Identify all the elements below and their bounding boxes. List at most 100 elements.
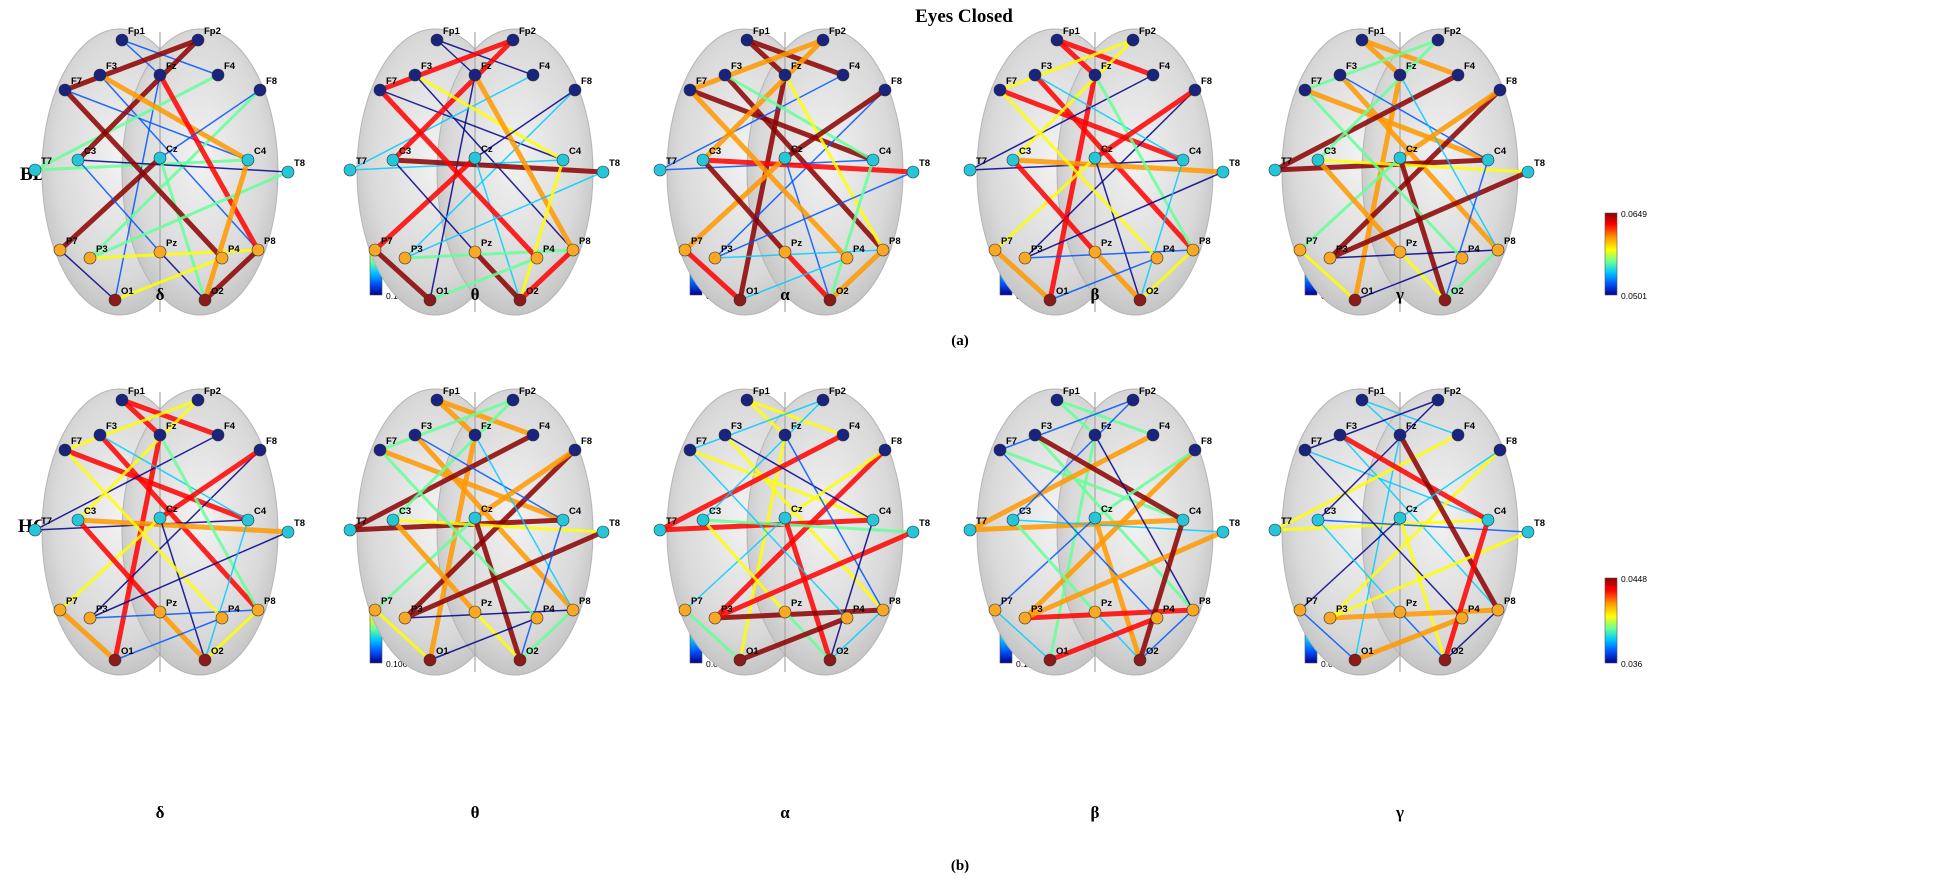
connection-edge: [999, 87, 1184, 163]
electrode-node: [1451, 428, 1465, 442]
connection-edge: [114, 256, 223, 302]
electrode-node: [566, 603, 580, 617]
connection-edge: [121, 39, 219, 76]
electrode-node: [733, 293, 747, 307]
connection-edge: [472, 73, 576, 252]
connection-edge: [999, 38, 1134, 92]
connection-edge: [76, 38, 200, 162]
electrode-label: Fz: [166, 421, 177, 432]
connection-edge: [782, 517, 833, 661]
connection-edge: [1033, 432, 1185, 523]
electrode-node: [28, 163, 42, 177]
panel-1-3: Fp1 Fp2 F7 F3 Fz F4 F8 T7 C3 Cz C4 T8 P7 P3 Pz P4 P8 O1 O2…: [963, 386, 1347, 822]
connection-edge: [1093, 87, 1197, 161]
electrode-node: [1393, 605, 1407, 619]
connection-edge: [784, 157, 831, 301]
connection-edge: [968, 432, 1155, 533]
connection-edge: [519, 519, 564, 661]
electrode-label: Cz: [791, 144, 803, 155]
electrode-node: [1348, 653, 1362, 667]
connection-edge: [404, 609, 574, 619]
electrode-node: [1126, 393, 1140, 407]
connection-edge: [702, 157, 914, 175]
electrode-node: [468, 151, 482, 165]
electrode-label: F8: [891, 76, 902, 87]
connection-edge: [714, 171, 914, 259]
electrode-node: [683, 83, 697, 97]
electrode-label: C3: [399, 506, 411, 517]
electrode-node: [1186, 243, 1200, 257]
connection-edge: [1329, 169, 1529, 261]
electrode-label: P8: [579, 236, 591, 247]
electrode-label: P8: [1199, 236, 1211, 247]
electrode-label: F3: [106, 61, 117, 72]
electrode-node: [1216, 525, 1230, 539]
electrode-node: [1043, 653, 1057, 667]
electrode-label: P4: [853, 604, 865, 615]
electrode-node: [963, 163, 977, 177]
electrode-label: F3: [731, 61, 742, 72]
electrode-node: [1126, 33, 1140, 47]
electrode-node: [1088, 151, 1102, 165]
connection-edge: [724, 434, 874, 521]
connection-edge: [76, 398, 200, 522]
electrode-node: [1018, 251, 1032, 265]
connection-edge: [993, 248, 1052, 302]
electrode-node: [58, 443, 72, 457]
connection-edge: [783, 74, 885, 251]
colorbar-max-label: 0.0649: [1621, 209, 1647, 219]
connection-edge: [114, 74, 161, 301]
connection-edge: [158, 447, 262, 521]
electrode-label: O1: [1056, 646, 1069, 657]
connection-edge: [64, 398, 199, 452]
connection-edge: [724, 73, 874, 162]
electrode-label: P7: [691, 236, 703, 247]
electrode-label: Pz: [1101, 598, 1112, 609]
electrode-label: F7: [71, 436, 82, 447]
electrode-label: F8: [1506, 76, 1517, 87]
connection-edge: [89, 248, 259, 260]
connection-edge: [429, 256, 538, 302]
connection-edge: [1055, 398, 1097, 437]
electrode-label: O2: [836, 286, 849, 297]
connection-edge: [702, 399, 824, 521]
connection-edge: [1338, 432, 1490, 523]
connection-edge: [1360, 38, 1402, 77]
electrode-node: [840, 251, 854, 265]
electrode-label: F3: [421, 421, 432, 432]
electrode-label: T8: [1534, 518, 1545, 529]
electrode-node: [876, 603, 890, 617]
electrode-node: [1481, 153, 1495, 167]
electrode-node: [1311, 153, 1325, 167]
colorbar-min-label: 0.0501: [1621, 291, 1647, 301]
electrode-label: F8: [581, 436, 592, 447]
electrode-label: F7: [1311, 436, 1322, 447]
electrode-label: P7: [691, 596, 703, 607]
electrode-node: [556, 513, 570, 527]
electrode-label: F4: [224, 61, 236, 72]
electrode-label: F7: [71, 76, 82, 87]
electrode-node: [836, 428, 850, 442]
connection-edge: [1329, 249, 1499, 259]
electrode-node: [53, 243, 67, 257]
electrode-label: C4: [254, 506, 267, 517]
electrode-label: F7: [386, 76, 397, 87]
electrode-node: [58, 83, 72, 97]
connection-edge: [784, 434, 884, 611]
electrode-node: [1176, 513, 1190, 527]
electrode-node: [778, 151, 792, 165]
connection-edge: [1354, 615, 1463, 663]
connection-edge: [1056, 37, 1154, 78]
connection-edge: [969, 74, 1154, 171]
connection-edge: [436, 39, 534, 76]
connection-edge: [1317, 158, 1529, 174]
connection-edge: [1139, 159, 1184, 301]
connection-edge: [64, 37, 199, 93]
electrode-label: C3: [1324, 146, 1336, 157]
band-label: θ: [471, 803, 480, 822]
electrode-label: O2: [1451, 646, 1464, 657]
connection-edge: [1012, 157, 1224, 175]
connection-edge: [64, 89, 249, 161]
connection-edge: [414, 434, 564, 521]
electrode-label: Cz: [481, 504, 493, 515]
